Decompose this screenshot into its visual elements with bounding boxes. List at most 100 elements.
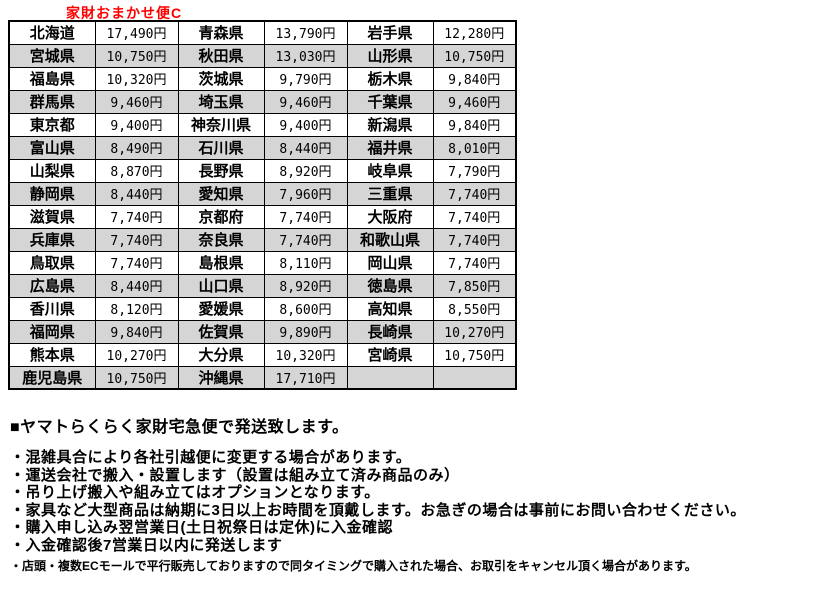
notes-list: ・混雑具合により各社引越便に変更する場合があります。 ・運送会社で搬入・設置します… — [10, 449, 815, 554]
price-cell: 8,920円 — [263, 158, 348, 183]
prefecture-cell: 群馬県 — [8, 89, 96, 114]
price-cell: 8,870円 — [94, 158, 179, 183]
table-row: 熊本県 10,270円 大分県 10,320円 宮崎県 10,750円 — [8, 342, 517, 367]
prefecture-cell: 大分県 — [177, 342, 265, 367]
price-cell: 10,270円 — [432, 319, 517, 344]
shipping-fee-table: 北海道 17,490円 青森県 13,790円 岩手県 12,280円 宮城県 10,750円… — [8, 20, 517, 390]
price-cell: 8,010円 — [432, 135, 517, 160]
prefecture-cell: 長野県 — [177, 158, 265, 183]
prefecture-cell: 奈良県 — [177, 227, 265, 252]
prefecture-cell: 大阪府 — [346, 204, 434, 229]
price-cell: 10,750円 — [432, 43, 517, 68]
table-row: 滋賀県 7,740円 京都府 7,740円 大阪府 7,740円 — [8, 204, 517, 229]
price-cell: 10,320円 — [263, 342, 348, 367]
prefecture-cell: 鳥取県 — [8, 250, 96, 275]
price-cell: 7,740円 — [94, 250, 179, 275]
fee-table-body: 北海道 17,490円 青森県 13,790円 岩手県 12,280円 宮城県 10,750円… — [8, 20, 517, 390]
price-cell: 9,460円 — [94, 89, 179, 114]
page-title: 家財おまかせ便C — [66, 5, 183, 21]
prefecture-cell: 宮崎県 — [346, 342, 434, 367]
prefecture-cell — [346, 365, 434, 390]
prefecture-cell: 岩手県 — [346, 20, 434, 45]
price-cell: 7,960円 — [263, 181, 348, 206]
note-line: ・購入申し込み翌営業日(土日祝祭日は定休)に入金確認 — [10, 519, 393, 536]
prefecture-cell: 埼玉県 — [177, 89, 265, 114]
prefecture-cell: 福島県 — [8, 66, 96, 91]
prefecture-cell: 和歌山県 — [346, 227, 434, 252]
fine-print-note: ・店頭・複数ECモールで平行販売しておりますので同タイミングで購入された場合、お… — [10, 559, 697, 573]
price-cell: 7,740円 — [263, 204, 348, 229]
price-cell: 10,750円 — [94, 365, 179, 390]
price-cell: 9,400円 — [263, 112, 348, 137]
price-cell: 7,740円 — [263, 227, 348, 252]
price-cell: 7,740円 — [432, 181, 517, 206]
table-row: 静岡県 8,440円 愛知県 7,960円 三重県 7,740円 — [8, 181, 517, 206]
table-row: 鹿児島県 10,750円 沖縄県 17,710円 — [8, 365, 517, 390]
prefecture-cell: 福岡県 — [8, 319, 96, 344]
table-row: 兵庫県 7,740円 奈良県 7,740円 和歌山県 7,740円 — [8, 227, 517, 252]
prefecture-cell: 茨城県 — [177, 66, 265, 91]
note-line: ・家具など大型商品は納期に3日以上お時間を頂戴します。お急ぎの場合は事前にお問い… — [10, 501, 746, 519]
price-cell: 10,750円 — [432, 342, 517, 367]
table-row: 鳥取県 7,740円 島根県 8,110円 岡山県 7,740円 — [8, 250, 517, 275]
shipping-notes: ■ヤマトらくらく家財宅急便で発送致します。 ・混雑具合により各社引越便に変更する… — [10, 413, 815, 554]
price-cell: 7,740円 — [94, 204, 179, 229]
price-cell: 10,750円 — [94, 43, 179, 68]
prefecture-cell: 広島県 — [8, 273, 96, 298]
note-line: ・吊り上げ搬入や組み立てはオプションとなります。 — [10, 484, 380, 501]
price-cell: 7,740円 — [432, 227, 517, 252]
notes-heading: ■ヤマトらくらく家財宅急便で発送致します。 — [10, 419, 349, 436]
table-row: 香川県 8,120円 愛媛県 8,600円 高知県 8,550円 — [8, 296, 517, 321]
prefecture-cell: 徳島県 — [346, 273, 434, 298]
table-row: 福岡県 9,840円 佐賀県 9,890円 長崎県 10,270円 — [8, 319, 517, 344]
table-row: 富山県 8,490円 石川県 8,440円 福井県 8,010円 — [8, 135, 517, 160]
prefecture-cell: 福井県 — [346, 135, 434, 160]
prefecture-cell: 北海道 — [8, 20, 96, 45]
prefecture-cell: 愛知県 — [177, 181, 265, 206]
prefecture-cell: 熊本県 — [8, 342, 96, 367]
price-cell: 10,320円 — [94, 66, 179, 91]
price-cell: 8,120円 — [94, 296, 179, 321]
prefecture-cell: 宮城県 — [8, 43, 96, 68]
note-line: ・混雑具合により各社引越便に変更する場合があります。 — [10, 449, 412, 466]
prefecture-cell: 山口県 — [177, 273, 265, 298]
prefecture-cell: 岡山県 — [346, 250, 434, 275]
prefecture-cell: 滋賀県 — [8, 204, 96, 229]
prefecture-cell: 三重県 — [346, 181, 434, 206]
prefecture-cell: 鹿児島県 — [8, 365, 96, 390]
prefecture-cell: 山形県 — [346, 43, 434, 68]
table-row: 山梨県 8,870円 長野県 8,920円 岐阜県 7,790円 — [8, 158, 517, 183]
prefecture-cell: 栃木県 — [346, 66, 434, 91]
price-cell: 12,280円 — [432, 20, 517, 45]
prefecture-cell: 佐賀県 — [177, 319, 265, 344]
prefecture-cell: 京都府 — [177, 204, 265, 229]
price-cell: 9,840円 — [432, 66, 517, 91]
price-cell: 9,400円 — [94, 112, 179, 137]
price-cell: 13,790円 — [263, 20, 348, 45]
prefecture-cell: 岐阜県 — [346, 158, 434, 183]
table-row: 福島県 10,320円 茨城県 9,790円 栃木県 9,840円 — [8, 66, 517, 91]
price-cell: 9,840円 — [94, 319, 179, 344]
price-cell: 9,840円 — [432, 112, 517, 137]
price-cell: 8,550円 — [432, 296, 517, 321]
price-cell: 7,740円 — [432, 204, 517, 229]
price-cell: 8,600円 — [263, 296, 348, 321]
table-row: 東京都 9,400円 神奈川県 9,400円 新潟県 9,840円 — [8, 112, 517, 137]
price-cell: 8,110円 — [263, 250, 348, 275]
prefecture-cell: 新潟県 — [346, 112, 434, 137]
prefecture-cell: 山梨県 — [8, 158, 96, 183]
prefecture-cell: 島根県 — [177, 250, 265, 275]
price-cell: 7,790円 — [432, 158, 517, 183]
price-cell: 7,740円 — [432, 250, 517, 275]
price-cell: 17,490円 — [94, 20, 179, 45]
price-cell — [432, 365, 517, 390]
price-cell: 8,440円 — [94, 181, 179, 206]
price-cell: 9,460円 — [432, 89, 517, 114]
prefecture-cell: 千葉県 — [346, 89, 434, 114]
note-line: ・入金確認後7営業日以内に発送します — [10, 536, 283, 554]
prefecture-cell: 青森県 — [177, 20, 265, 45]
prefecture-cell: 愛媛県 — [177, 296, 265, 321]
price-cell: 9,790円 — [263, 66, 348, 91]
price-cell: 13,030円 — [263, 43, 348, 68]
